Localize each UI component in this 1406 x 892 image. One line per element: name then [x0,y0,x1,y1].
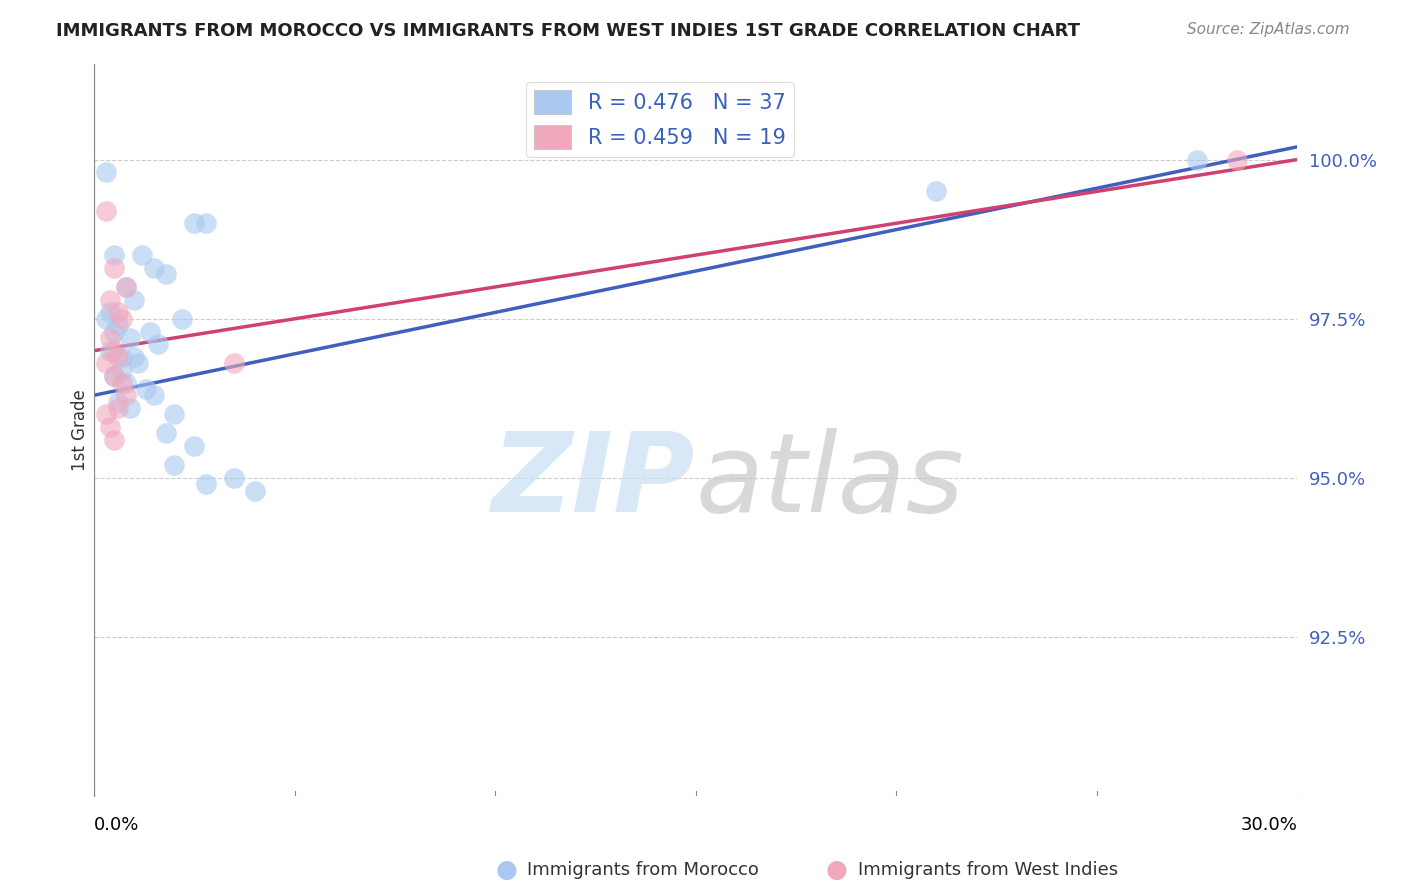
Point [107,305,129,319]
Point [148,337,170,351]
Point [120,401,142,415]
Point [155,426,177,441]
Point [122,350,145,364]
Text: ZIP: ZIP [492,428,696,535]
Point [103,260,125,275]
Point [98,293,121,307]
Point [107,401,129,415]
Point [107,318,129,333]
Point [183,216,205,230]
Point [135,382,157,396]
Text: 0.0%: 0.0% [94,815,139,834]
Point [115,280,138,294]
Point [115,280,138,294]
Point [107,394,129,409]
Point [163,458,186,473]
Point [98,305,121,319]
Point [122,293,145,307]
Y-axis label: 1st Grade: 1st Grade [72,390,89,471]
Point [243,483,266,498]
Point [155,267,177,281]
Point [115,388,138,402]
Point [111,311,134,326]
Point [1185,153,1208,167]
Text: 30.0%: 30.0% [1240,815,1298,834]
Point [111,363,134,377]
Point [111,376,134,390]
Point [172,311,194,326]
Point [163,408,186,422]
Legend: R = 0.476   N = 37, R = 0.459   N = 19: R = 0.476 N = 37, R = 0.459 N = 19 [526,82,794,157]
Point [98,343,121,358]
Point [224,356,246,370]
Point [103,248,125,262]
Point [224,471,246,485]
Text: Immigrants from West Indies: Immigrants from West Indies [858,861,1118,879]
Point [103,433,125,447]
Point [98,420,121,434]
Text: IMMIGRANTS FROM MOROCCO VS IMMIGRANTS FROM WEST INDIES 1ST GRADE CORRELATION CHA: IMMIGRANTS FROM MOROCCO VS IMMIGRANTS FR… [56,22,1080,40]
Point [96,408,118,422]
Point [103,343,125,358]
Point [96,165,118,179]
Point [96,311,118,326]
Point [115,376,138,390]
Text: ●: ● [495,858,517,881]
Point [925,185,948,199]
Point [103,369,125,384]
Point [143,388,166,402]
Point [195,216,218,230]
Point [96,203,118,218]
Point [1226,153,1249,167]
Point [139,325,162,339]
Point [98,331,121,345]
Point [131,248,153,262]
Text: atlas: atlas [696,428,965,535]
Text: Immigrants from Morocco: Immigrants from Morocco [527,861,759,879]
Point [111,350,134,364]
Point [143,260,166,275]
Text: Source: ZipAtlas.com: Source: ZipAtlas.com [1187,22,1350,37]
Point [107,350,129,364]
Point [103,369,125,384]
Point [127,356,149,370]
Point [103,325,125,339]
Point [120,331,142,345]
Point [183,439,205,453]
Point [195,477,218,491]
Point [96,356,118,370]
Text: ●: ● [825,858,848,881]
